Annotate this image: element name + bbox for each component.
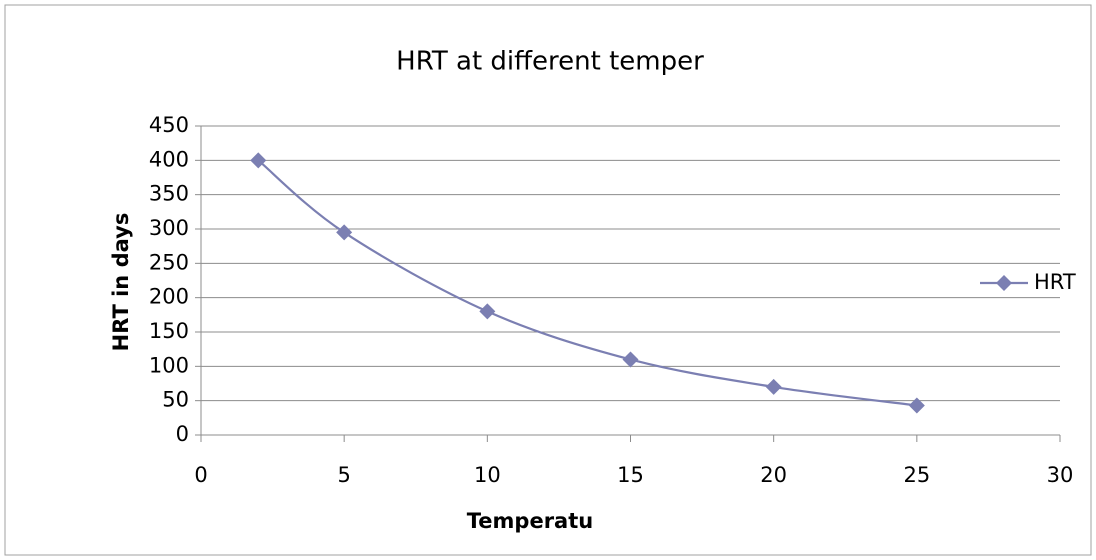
data-point bbox=[622, 351, 639, 368]
data-point bbox=[908, 397, 925, 414]
y-tick-label: 50 bbox=[162, 388, 189, 412]
x-axis-label: Temperatu bbox=[467, 509, 593, 533]
y-tick-label: 350 bbox=[149, 182, 189, 206]
y-tick-label: 400 bbox=[149, 147, 189, 171]
chart-title: HRT at different temper bbox=[396, 47, 704, 77]
chart-border bbox=[4, 4, 1092, 556]
x-tick-label: 5 bbox=[337, 463, 350, 487]
data-point bbox=[250, 152, 267, 169]
legend-marker bbox=[996, 275, 1012, 291]
y-tick-label: 0 bbox=[176, 422, 189, 446]
x-tick-label: 15 bbox=[617, 463, 644, 487]
y-tick-label: 450 bbox=[149, 113, 189, 137]
data-point bbox=[479, 303, 496, 320]
x-tick-label: 10 bbox=[474, 463, 501, 487]
y-tick-label: 100 bbox=[149, 353, 189, 377]
data-point bbox=[765, 378, 782, 395]
x-tick-label: 0 bbox=[194, 463, 207, 487]
x-tick-label: 20 bbox=[760, 463, 787, 487]
y-tick-label: 250 bbox=[149, 250, 189, 274]
data-point bbox=[336, 224, 353, 241]
legend-label: HRT bbox=[1034, 270, 1076, 294]
x-tick-label: 30 bbox=[1047, 463, 1074, 487]
y-tick-label: 150 bbox=[149, 319, 189, 343]
x-tick-label: 25 bbox=[903, 463, 930, 487]
y-axis-label: HRT in days bbox=[109, 213, 133, 352]
y-tick-label: 300 bbox=[149, 216, 189, 240]
y-tick-label: 200 bbox=[149, 285, 189, 309]
